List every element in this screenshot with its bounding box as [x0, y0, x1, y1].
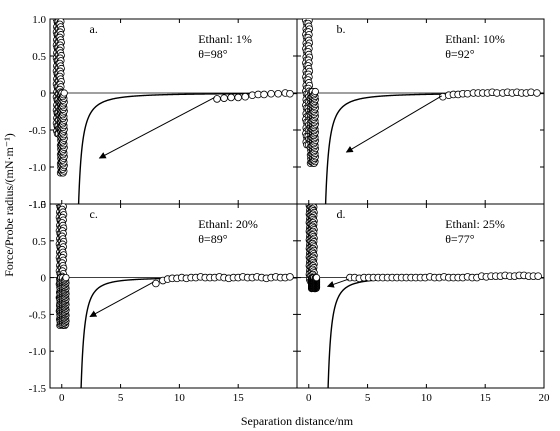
- x-tick-label: 20: [539, 392, 551, 404]
- data-point: [286, 273, 294, 281]
- panel-contact-angle: θ=77°: [445, 232, 475, 246]
- y-axis-title: Force/Probe radius/(mN·m⁻¹): [2, 133, 16, 277]
- panel-concentration: Ethanl: 10%: [445, 32, 505, 46]
- y-tick-label: -0.5: [29, 125, 47, 137]
- annotation-arrow: [89, 281, 154, 318]
- data-point: [534, 272, 542, 280]
- panel-label: b.: [337, 22, 346, 36]
- data-point: [234, 93, 242, 102]
- panel-plot-area: [302, 19, 544, 204]
- panel-frame: [296, 18, 545, 205]
- y-tick-label: 0: [41, 273, 47, 285]
- unloading-point: [60, 89, 68, 97]
- annotation-arrow: [345, 95, 442, 153]
- x-tick-label: 0: [59, 392, 65, 404]
- panel-concentration: Ethanl: 20%: [198, 217, 258, 231]
- chart-panel-3: 1.0 0.5 0 -0.5 -1.0 -1.5 0 5 10 15 c. Ethanl: 20%θ=…: [29, 199, 298, 404]
- unloading-point: [312, 273, 321, 282]
- y-tick-label: 0: [41, 88, 47, 100]
- x-axis-title: Separation distance/nm: [241, 414, 354, 428]
- data-point: [267, 89, 275, 98]
- annotation-arrow: [98, 96, 215, 159]
- data-point: [152, 279, 160, 288]
- panel-plot-area: [305, 204, 544, 388]
- annotation-arrow: [326, 278, 349, 288]
- data-point: [286, 89, 294, 98]
- model-curve: [77, 92, 297, 204]
- panel-plot-area: [52, 19, 297, 204]
- x-tick-label: 10: [174, 392, 186, 404]
- y-tick-label: 1.0: [32, 199, 46, 211]
- y-tick-label: -0.5: [29, 309, 47, 321]
- x-tick-label: 10: [421, 392, 433, 404]
- x-tick-label: 15: [480, 392, 492, 404]
- panel-plot-area: [55, 204, 297, 388]
- data-point: [274, 89, 282, 98]
- data-point: [220, 94, 228, 102]
- model-curve: [80, 277, 297, 388]
- chart-panel-2: b. Ethanl: 10%θ=92°: [296, 18, 545, 205]
- y-tick-label: 1.0: [32, 14, 46, 26]
- y-tick-label: 0.5: [32, 51, 46, 63]
- panel-label: a.: [90, 22, 98, 36]
- unloading-point: [311, 87, 319, 96]
- chart-panel-4: 0 5 10 15 20 d. Ethanl: 25%θ=77°: [296, 203, 551, 404]
- x-tick-label: 5: [118, 392, 124, 404]
- panel-concentration: Ethanl: 25%: [445, 217, 505, 231]
- x-tick-label: 0: [306, 392, 312, 404]
- panel-contact-angle: θ=89°: [198, 232, 228, 246]
- panel-label: c.: [90, 207, 98, 221]
- y-tick-label: 0.5: [32, 236, 46, 248]
- model-curve: [324, 92, 544, 204]
- x-tick-label: 5: [365, 392, 371, 404]
- y-tick-label: -1.0: [29, 162, 47, 174]
- model-curve: [327, 277, 544, 388]
- data-point: [241, 92, 250, 101]
- panel-label: d.: [337, 207, 346, 221]
- x-tick-label: 15: [233, 392, 245, 404]
- unloading-point: [62, 273, 70, 282]
- y-tick-label: -1.5: [29, 383, 47, 395]
- panels: 1.0 0.5 0 -0.5 -1.0 -1.5 a. Ethanl: 1%θ=98° b. Et…: [29, 14, 550, 404]
- y-tick-label: -1.5: [29, 199, 47, 211]
- data-point: [533, 89, 541, 97]
- data-point: [213, 95, 221, 103]
- panel-concentration: Ethanl: 1%: [198, 32, 252, 46]
- panel-contact-angle: θ=98°: [198, 47, 228, 61]
- data-point: [260, 90, 268, 99]
- panel-frame: [296, 203, 545, 389]
- data-point: [227, 93, 235, 102]
- chart-panel-1: 1.0 0.5 0 -0.5 -1.0 -1.5 a. Ethanl: 1%θ=98°: [29, 14, 298, 211]
- panel-frame: [49, 18, 298, 205]
- panel-frame: [49, 203, 298, 389]
- y-tick-label: -1.0: [29, 346, 47, 358]
- panel-contact-angle: θ=92°: [445, 47, 475, 61]
